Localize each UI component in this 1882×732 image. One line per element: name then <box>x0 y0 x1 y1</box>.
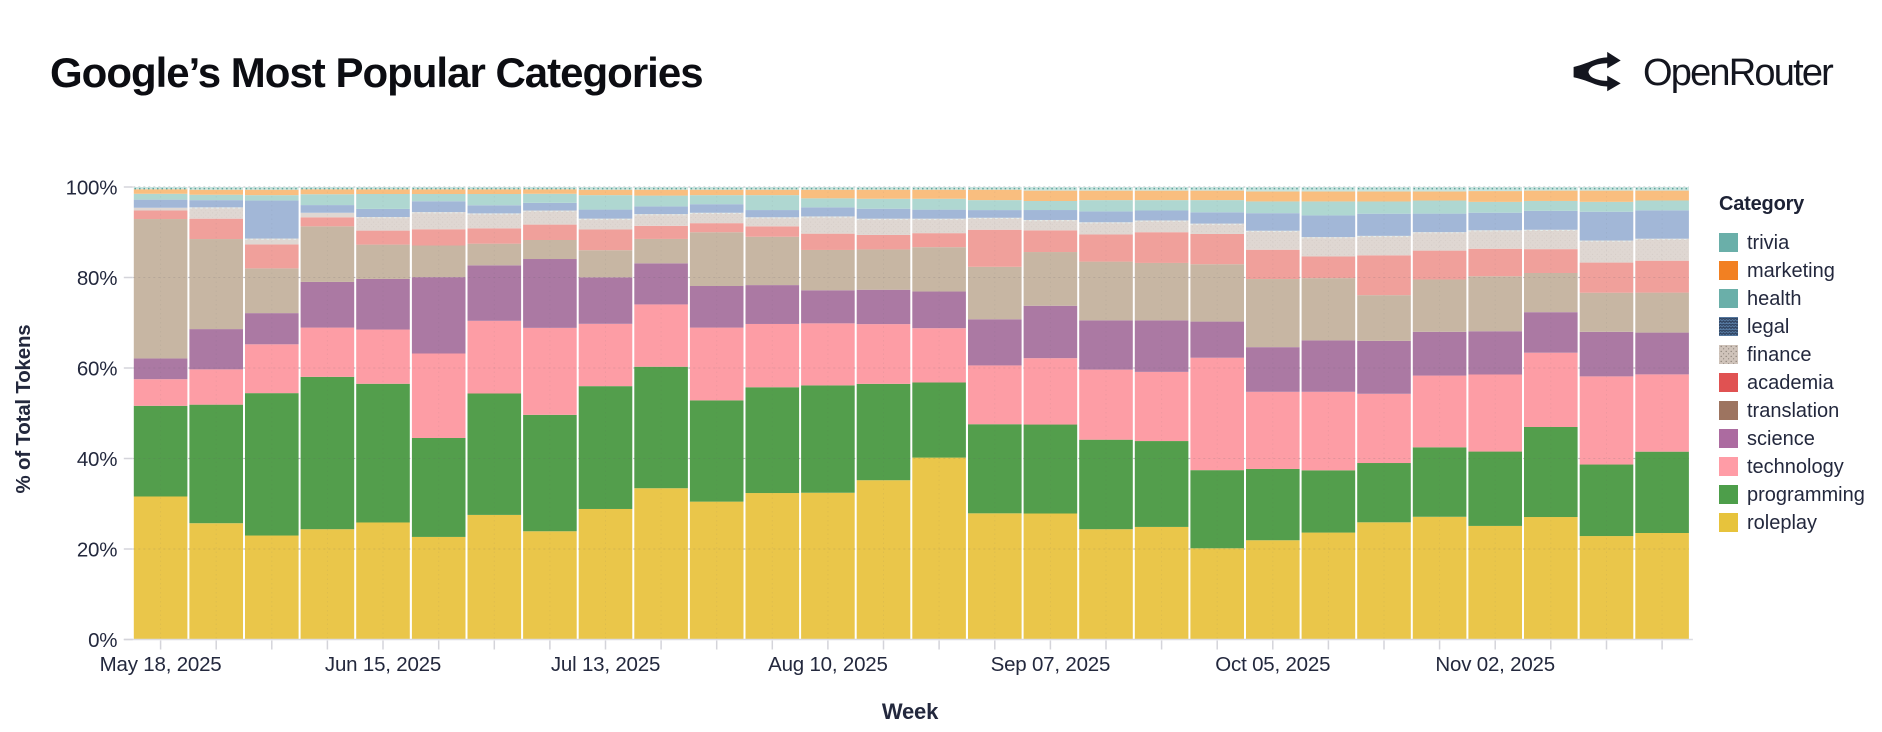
svg-text:trivia: trivia <box>1747 232 1790 254</box>
svg-text:80%: 80% <box>77 267 117 290</box>
svg-text:technology: technology <box>1747 456 1844 478</box>
svg-text:% of Total Tokens: % of Total Tokens <box>12 325 35 494</box>
svg-text:finance: finance <box>1747 344 1812 366</box>
svg-text:Jul 13, 2025: Jul 13, 2025 <box>551 653 660 676</box>
svg-text:Aug 10, 2025: Aug 10, 2025 <box>768 653 888 676</box>
svg-text:Week: Week <box>882 699 939 724</box>
svg-text:Category: Category <box>1719 193 1805 215</box>
svg-text:May 18, 2025: May 18, 2025 <box>100 653 222 676</box>
svg-text:science: science <box>1747 428 1815 450</box>
svg-text:100%: 100% <box>66 177 118 200</box>
svg-text:Sep 07, 2025: Sep 07, 2025 <box>991 653 1111 676</box>
svg-text:Google’s Most Popular Categori: Google’s Most Popular Categories <box>50 49 703 96</box>
svg-text:marketing: marketing <box>1747 260 1835 282</box>
svg-text:OpenRouter: OpenRouter <box>1643 52 1834 94</box>
svg-text:0%: 0% <box>88 629 117 652</box>
svg-text:Oct 05, 2025: Oct 05, 2025 <box>1215 653 1330 676</box>
svg-text:Jun 15, 2025: Jun 15, 2025 <box>325 653 441 676</box>
svg-text:roleplay: roleplay <box>1747 512 1817 534</box>
svg-text:40%: 40% <box>77 448 117 471</box>
svg-text:translation: translation <box>1747 400 1839 422</box>
svg-text:20%: 20% <box>77 539 117 562</box>
svg-text:health: health <box>1747 288 1802 310</box>
svg-text:60%: 60% <box>77 358 117 381</box>
svg-text:academia: academia <box>1747 372 1835 394</box>
svg-text:legal: legal <box>1747 316 1789 338</box>
svg-text:programming: programming <box>1747 484 1865 506</box>
svg-text:Nov 02, 2025: Nov 02, 2025 <box>1435 653 1555 676</box>
